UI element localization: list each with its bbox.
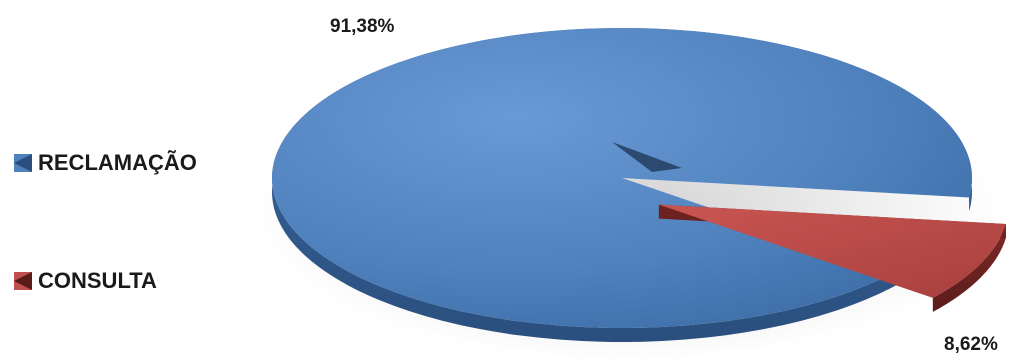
data-label-0: 91,38% <box>330 16 395 37</box>
pie-slice-0 <box>272 27 973 329</box>
legend-label-1: CONSULTA <box>38 268 157 293</box>
legend-label-0: RECLAMAÇÃO <box>38 150 197 175</box>
pie-gap-shadow <box>612 142 682 172</box>
legend-item-1: CONSULTA <box>14 268 197 294</box>
legend-item-0: RECLAMAÇÃO <box>14 150 197 176</box>
data-label-1: 8,62% <box>944 334 998 355</box>
pie-slice-side-1 <box>932 224 1006 312</box>
pie-slice-1 <box>658 204 1006 298</box>
legend-swatch-1 <box>14 272 32 290</box>
legend-swatch-0 <box>14 154 32 172</box>
chart-legend: RECLAMAÇÃO CONSULTA <box>14 150 197 294</box>
